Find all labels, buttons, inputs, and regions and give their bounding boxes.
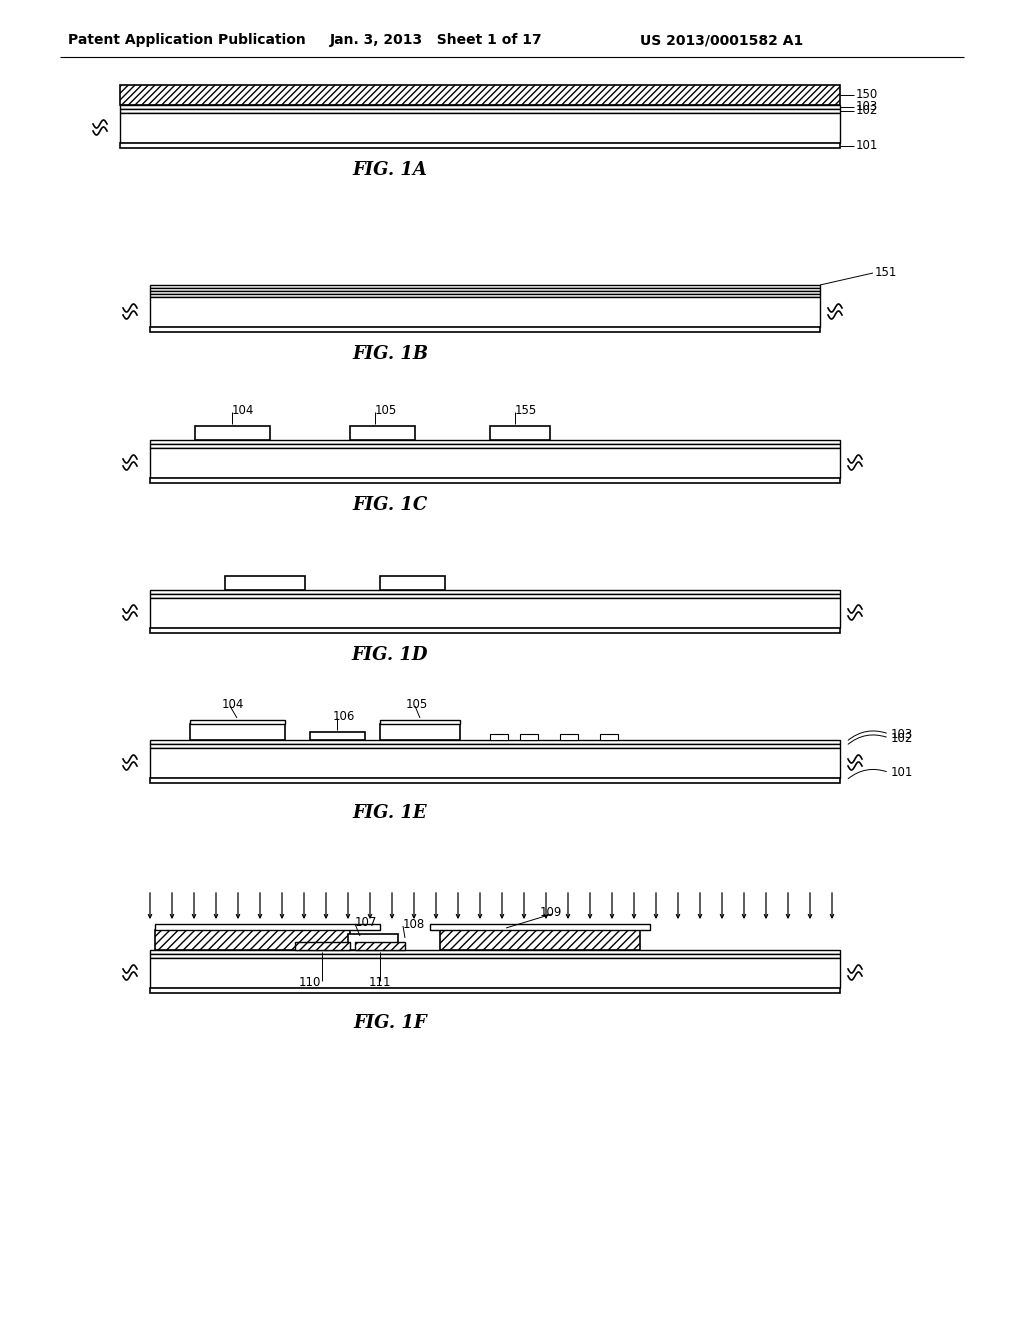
Bar [520, 734, 538, 741]
Bar [348, 935, 398, 950]
Bar [120, 110, 840, 114]
Bar [120, 84, 840, 106]
Bar [150, 294, 820, 297]
Bar [150, 598, 840, 628]
Bar [190, 723, 285, 741]
Bar [150, 285, 820, 288]
Text: FIG. 1A: FIG. 1A [352, 161, 427, 180]
Bar [440, 931, 640, 950]
Text: 105: 105 [406, 697, 428, 710]
Text: FIG. 1F: FIG. 1F [353, 1014, 427, 1032]
Text: Jan. 3, 2013   Sheet 1 of 17: Jan. 3, 2013 Sheet 1 of 17 [330, 33, 543, 48]
Text: 101: 101 [856, 139, 879, 152]
Bar [120, 106, 840, 110]
Bar [600, 734, 618, 741]
Bar [310, 733, 365, 741]
Text: 111: 111 [369, 977, 391, 990]
Text: 104: 104 [222, 697, 245, 710]
Text: 151: 151 [874, 267, 897, 280]
Bar [120, 114, 840, 143]
Bar [380, 576, 445, 590]
Text: 109: 109 [540, 906, 562, 919]
Bar [150, 288, 820, 290]
Bar [190, 719, 285, 723]
Bar [150, 594, 840, 598]
Text: 104: 104 [232, 404, 254, 417]
Text: 102: 102 [891, 731, 913, 744]
Bar [155, 924, 380, 931]
Text: FIG. 1D: FIG. 1D [352, 645, 428, 664]
Text: FIG. 1E: FIG. 1E [352, 804, 427, 822]
Bar [490, 734, 508, 741]
Bar [150, 777, 840, 783]
Bar [150, 447, 840, 478]
Text: 110: 110 [299, 977, 322, 990]
Text: 103: 103 [856, 100, 879, 114]
Bar [150, 478, 840, 483]
Bar [380, 723, 460, 741]
Text: FIG. 1B: FIG. 1B [352, 345, 428, 363]
Bar [150, 958, 840, 987]
Bar [195, 426, 270, 440]
Text: 108: 108 [403, 917, 425, 931]
Text: 150: 150 [856, 88, 879, 102]
Text: 103: 103 [891, 727, 913, 741]
Bar [150, 628, 840, 634]
Bar [150, 440, 840, 444]
Text: Patent Application Publication: Patent Application Publication [68, 33, 306, 48]
Bar [120, 143, 840, 148]
Text: 107: 107 [355, 916, 378, 928]
Bar [430, 924, 650, 931]
Bar [380, 719, 460, 723]
Bar [150, 444, 840, 447]
Bar [225, 576, 305, 590]
Bar [150, 954, 840, 958]
Text: 106: 106 [333, 710, 355, 722]
Bar [150, 327, 820, 333]
Bar [350, 426, 415, 440]
Bar [150, 297, 820, 327]
Bar [150, 290, 820, 294]
Text: US 2013/0001582 A1: US 2013/0001582 A1 [640, 33, 803, 48]
Text: 102: 102 [856, 104, 879, 117]
Bar [150, 748, 840, 777]
Bar [150, 744, 840, 748]
Bar [295, 942, 350, 950]
Bar [150, 590, 840, 594]
Bar [150, 987, 840, 993]
Bar [355, 942, 406, 950]
Bar [155, 931, 350, 950]
Bar [490, 426, 550, 440]
Bar [150, 741, 840, 744]
Text: FIG. 1C: FIG. 1C [352, 496, 428, 513]
Bar [560, 734, 578, 741]
Text: 105: 105 [375, 404, 397, 417]
Bar [150, 950, 840, 954]
Text: 155: 155 [515, 404, 538, 417]
Text: 101: 101 [891, 766, 913, 779]
